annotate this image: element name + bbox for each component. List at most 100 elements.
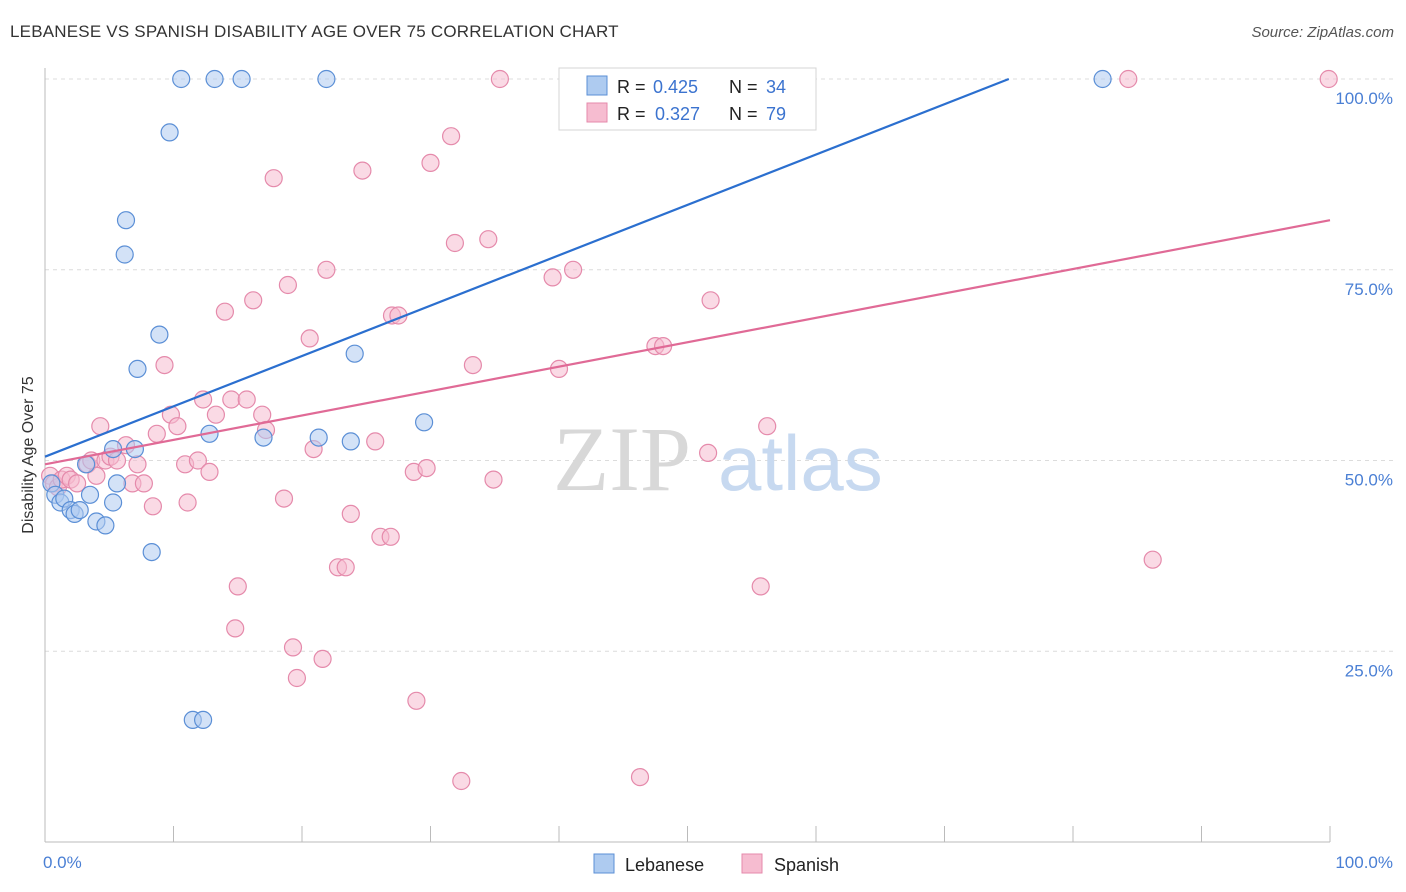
spanish-point-27	[200, 462, 219, 481]
watermark-zip: ZIP	[553, 408, 691, 510]
chart-title: LEBANESE VS SPANISH DISABILITY AGE OVER …	[10, 22, 619, 41]
lebanese-point-27	[254, 428, 273, 447]
spanish-point-49	[353, 161, 372, 180]
y-tick-label-25: 25.0%	[1345, 661, 1393, 680]
legend-r-label-spanish: R =	[617, 104, 646, 124]
spanish-point-50	[366, 432, 385, 451]
spanish-point-57	[417, 459, 436, 478]
spanish-point-47	[336, 558, 355, 577]
legend-swatch-spanish	[586, 102, 608, 123]
legend-n-label-lebanese: N =	[729, 77, 758, 97]
legend-r-label-lebanese: R =	[617, 77, 646, 97]
lebanese-point-17	[128, 359, 147, 378]
legend-r-value-spanish: 0.327	[655, 104, 700, 124]
spanish-point-30	[222, 390, 241, 409]
lebanese-point-11	[103, 440, 123, 459]
spanish-point-60	[445, 233, 464, 253]
lebanese-point-29	[317, 69, 336, 89]
spanish-trend-line	[44, 219, 1331, 466]
lebanese-point-13	[103, 493, 123, 512]
spanish-point-40	[283, 638, 303, 657]
spanish-point-35	[253, 405, 272, 424]
spanish-point-16	[128, 455, 147, 474]
grid-layer	[45, 78, 1395, 652]
lebanese-point-26	[232, 69, 251, 89]
spanish-point-63	[479, 230, 498, 249]
legend-n-value-lebanese: 34	[766, 77, 786, 97]
spanish-point-34	[244, 291, 263, 310]
lebanese-points	[42, 69, 1112, 730]
spanish-point-32	[226, 619, 245, 638]
lebanese-point-32	[415, 413, 434, 432]
spanish-point-24	[178, 493, 197, 512]
source-label: Source: ZipAtlas.com	[1251, 24, 1394, 41]
spanish-point-19	[147, 424, 166, 443]
spanish-point-61	[452, 771, 471, 791]
y-tick-label-50: 50.0%	[1345, 471, 1393, 490]
spanish-point-33	[237, 390, 256, 409]
spanish-point-25	[188, 451, 207, 470]
legend-swatch-lebanese	[586, 75, 608, 96]
lebanese-trend-line	[44, 77, 1010, 458]
spanish-point-72	[698, 443, 718, 462]
spanish-point-73	[701, 291, 720, 310]
spanish-point-20	[155, 356, 174, 375]
spanish-point-45	[317, 260, 336, 279]
spanish-point-48	[341, 504, 360, 524]
spanish-point-44	[313, 649, 332, 669]
spanish-point-38	[274, 489, 294, 508]
legend-n-value-spanish: 79	[766, 104, 786, 124]
spanish-point-65	[490, 69, 509, 89]
spanish-point-6	[67, 474, 87, 493]
spanish-point-76	[1119, 69, 1138, 89]
lebanese-point-19	[150, 325, 169, 344]
spanish-point-22	[168, 417, 187, 436]
lebanese-point-8	[80, 485, 100, 504]
spanish-point-17	[134, 474, 153, 493]
spanish-point-68	[563, 260, 583, 279]
lebanese-point-15	[115, 245, 134, 264]
x-tick-label-min: 0.0%	[43, 853, 82, 872]
spanish-point-62	[463, 356, 482, 375]
lebanese-point-30	[341, 432, 360, 451]
spanish-point-59	[442, 127, 461, 146]
lebanese-point-14	[116, 211, 136, 230]
spanish-point-37	[264, 169, 283, 188]
lebanese-point-28	[309, 428, 328, 447]
lebanese-point-31	[345, 344, 364, 363]
y-tick-label-75: 75.0%	[1345, 280, 1393, 299]
lebanese-point-25	[205, 69, 224, 89]
lebanese-point-10	[96, 516, 115, 535]
lebanese-point-20	[160, 123, 179, 142]
legend-n-label-spanish: N =	[729, 104, 758, 124]
spanish-point-41	[287, 668, 306, 688]
spanish-point-29	[215, 302, 234, 321]
spanish-point-52	[381, 527, 400, 546]
lebanese-point-12	[107, 474, 127, 493]
spanish-point-9	[87, 466, 106, 485]
spanish-point-28	[206, 405, 225, 424]
axes-layer: 25.0% 50.0% 75.0% 100.0% 0.0% 100.0%	[43, 68, 1393, 872]
y-tick-label-100: 100.0%	[1335, 89, 1393, 108]
lebanese-point-6	[70, 501, 89, 520]
spanish-point-42	[300, 329, 319, 348]
spanish-point-74	[751, 577, 770, 596]
legend-r-value-lebanese: 0.425	[653, 77, 698, 97]
spanish-points	[40, 69, 1338, 791]
x-tick-label-max: 100.0%	[1335, 853, 1393, 872]
spanish-point-66	[543, 268, 562, 287]
bottom-legend-swatch-lebanese	[593, 853, 615, 874]
spanish-point-78	[1319, 69, 1338, 89]
spanish-point-39	[278, 275, 297, 295]
bottom-legend: Lebanese Spanish	[593, 853, 839, 875]
trend-layer	[44, 77, 1331, 466]
watermark-atlas: atlas	[718, 419, 883, 507]
spanish-point-18	[143, 497, 162, 516]
bottom-legend-spanish: Spanish	[774, 855, 839, 875]
spanish-point-75	[758, 417, 777, 436]
lebanese-point-23	[194, 710, 213, 730]
spanish-point-31	[228, 577, 247, 596]
bottom-legend-lebanese: Lebanese	[625, 855, 704, 875]
lebanese-point-33	[1093, 69, 1112, 89]
